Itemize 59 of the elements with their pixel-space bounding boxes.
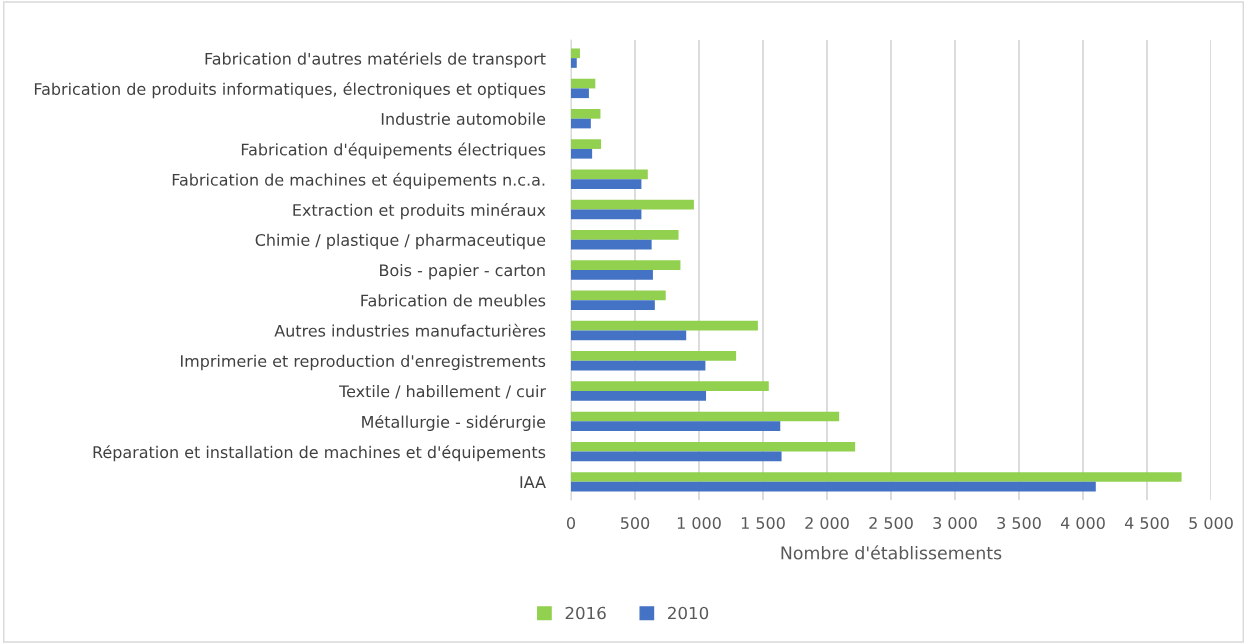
bar bbox=[571, 209, 642, 220]
y-tick-label: Autres industries manufacturières bbox=[274, 323, 546, 337]
bar bbox=[571, 78, 596, 89]
y-tick-label: Extraction et produits minéraux bbox=[293, 203, 546, 220]
y-tick-label: Imprimerie et reproduction d'enregistrements bbox=[181, 354, 546, 371]
bar bbox=[571, 360, 706, 371]
bar bbox=[571, 290, 666, 301]
y-tick-label: Métallurgie - sidérurgie bbox=[362, 414, 546, 432]
bar bbox=[571, 451, 782, 462]
bar bbox=[571, 148, 593, 159]
y-tick-label: Fabrication de machines et équipements n.c.a. bbox=[172, 172, 545, 189]
y-tick-label: Industrie automobile bbox=[381, 112, 546, 125]
x-tick-label: 1 500 bbox=[741, 516, 785, 530]
bar bbox=[571, 199, 694, 210]
y-tick-label: IAA bbox=[520, 476, 546, 488]
bar bbox=[571, 118, 591, 129]
bar bbox=[571, 270, 653, 280]
legend-label: 2016 bbox=[565, 606, 606, 620]
x-tick-label: 0 bbox=[566, 516, 576, 530]
y-tick-label: Bois - papier - carton bbox=[380, 263, 545, 280]
y-tick-label: Fabrication de meubles bbox=[361, 294, 546, 307]
x-tick-label: 4 500 bbox=[1124, 516, 1169, 530]
x-tick-label: 3 500 bbox=[997, 516, 1041, 530]
bar bbox=[571, 260, 681, 270]
bar bbox=[571, 169, 648, 180]
bar bbox=[571, 481, 1096, 492]
bar bbox=[571, 48, 580, 59]
x-tick-label: 2 000 bbox=[805, 516, 849, 530]
x-tick-label: 1 000 bbox=[677, 516, 721, 530]
bar bbox=[571, 179, 642, 189]
bar bbox=[571, 381, 769, 392]
y-tick-label: Textile / habillement / cuir bbox=[339, 384, 546, 399]
x-tick-label: 500 bbox=[620, 516, 650, 530]
x-tick-label: 4 000 bbox=[1060, 516, 1105, 530]
bar bbox=[571, 58, 577, 68]
bar bbox=[571, 139, 602, 149]
x-tick-label: 5 000 bbox=[1189, 516, 1233, 530]
bar bbox=[571, 391, 707, 401]
y-tick-label: Réparation et installation de machines et d'équipements bbox=[93, 445, 546, 462]
x-axis-title: Nombre d'établissements bbox=[781, 545, 1002, 560]
bar bbox=[571, 230, 679, 240]
bar bbox=[571, 239, 652, 250]
bar bbox=[571, 351, 737, 361]
bar bbox=[571, 472, 1182, 482]
y-tick-label: Fabrication d'équipements électriques bbox=[241, 142, 546, 159]
bar bbox=[571, 441, 856, 452]
y-tick-label: Fabrication de produits informatiques, électroniques et optiques bbox=[34, 82, 546, 99]
bar bbox=[571, 421, 781, 431]
bar bbox=[571, 109, 601, 119]
bar bbox=[571, 88, 589, 99]
y-tick-label: Fabrication d'autres matériels de transport bbox=[205, 51, 546, 68]
bar bbox=[571, 330, 687, 341]
bar bbox=[571, 320, 758, 331]
bar bbox=[571, 411, 840, 422]
y-tick-label: Chimie / plastique / pharmaceutique bbox=[255, 233, 546, 250]
bar bbox=[571, 300, 655, 310]
x-tick-label: 3 000 bbox=[933, 516, 977, 530]
x-tick-label: 2 500 bbox=[869, 516, 913, 530]
legend-label: 2010 bbox=[668, 606, 709, 620]
